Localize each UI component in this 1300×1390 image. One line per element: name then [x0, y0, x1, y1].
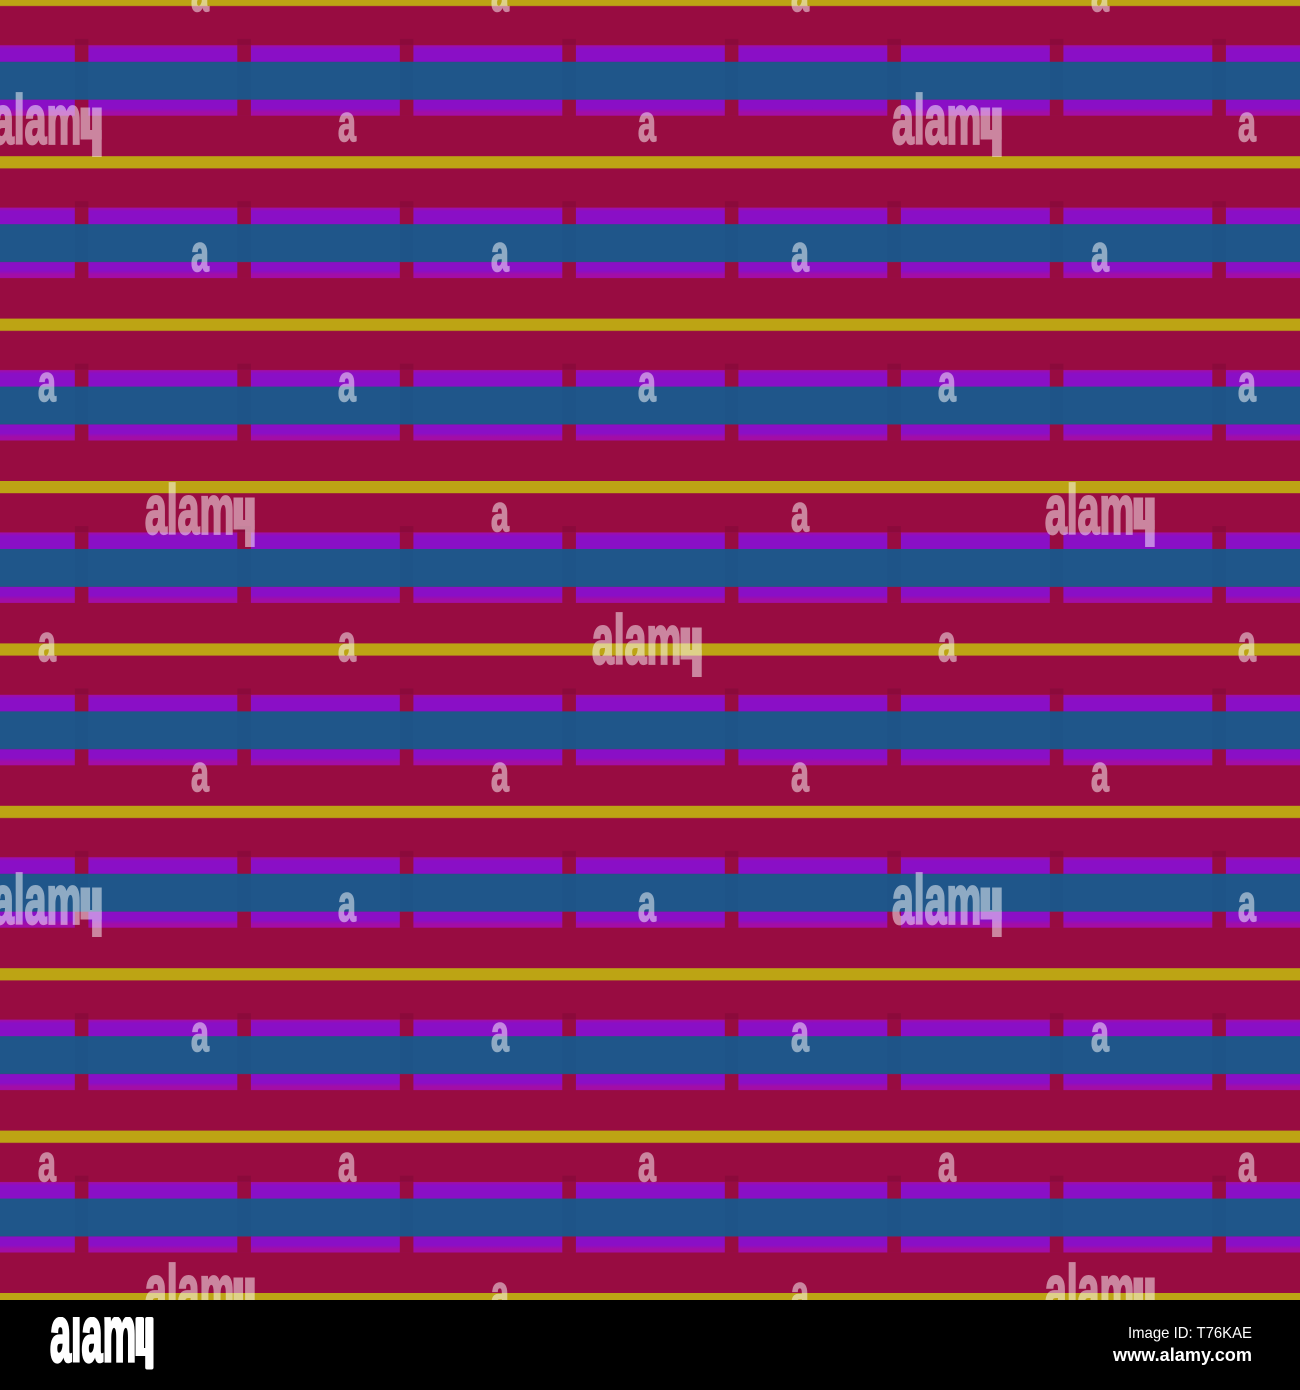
- svg-text:alam: alam: [50, 1289, 136, 1378]
- svg-text:a: a: [1238, 1135, 1257, 1193]
- svg-text:a: a: [638, 95, 657, 153]
- svg-text:a: a: [791, 225, 810, 283]
- svg-text:alam: alam: [0, 82, 81, 158]
- svg-text:a: a: [38, 355, 57, 413]
- svg-text:a: a: [791, 485, 810, 543]
- svg-text:Image ID: T76KAE: Image ID: T76KAE: [1128, 1325, 1252, 1342]
- svg-text:alam: alam: [1045, 472, 1134, 548]
- svg-text:a: a: [38, 1135, 57, 1193]
- svg-text:a: a: [938, 1135, 957, 1193]
- svg-text:alam: alam: [892, 862, 981, 938]
- svg-text:a: a: [191, 1005, 210, 1063]
- svg-text:a: a: [338, 95, 357, 153]
- svg-text:a: a: [791, 745, 810, 803]
- svg-text:a: a: [791, 0, 810, 23]
- svg-text:a: a: [1091, 225, 1110, 283]
- svg-text:a: a: [191, 745, 210, 803]
- svg-text:a: a: [491, 0, 510, 23]
- svg-text:alam: alam: [592, 602, 681, 678]
- svg-text:a: a: [191, 225, 210, 283]
- svg-text:a: a: [1091, 0, 1110, 23]
- svg-text:www.alamy.com: www.alamy.com: [1112, 1345, 1252, 1365]
- svg-text:alam: alam: [145, 472, 234, 548]
- svg-text:a: a: [1091, 1005, 1110, 1063]
- svg-text:a: a: [491, 485, 510, 543]
- svg-text:alam: alam: [0, 862, 81, 938]
- svg-text:a: a: [938, 355, 957, 413]
- svg-text:a: a: [1238, 875, 1257, 933]
- svg-text:a: a: [791, 1005, 810, 1063]
- svg-text:a: a: [191, 0, 210, 23]
- svg-text:alam: alam: [892, 82, 981, 158]
- svg-text:a: a: [38, 615, 57, 673]
- svg-text:a: a: [491, 745, 510, 803]
- svg-text:a: a: [338, 615, 357, 673]
- svg-text:a: a: [338, 355, 357, 413]
- svg-text:a: a: [638, 355, 657, 413]
- svg-text:a: a: [338, 875, 357, 933]
- svg-text:a: a: [638, 1135, 657, 1193]
- svg-text:a: a: [1091, 745, 1110, 803]
- svg-text:a: a: [1238, 355, 1257, 413]
- svg-text:a: a: [338, 1135, 357, 1193]
- svg-text:a: a: [1238, 95, 1257, 153]
- svg-text:a: a: [491, 1005, 510, 1063]
- svg-text:a: a: [638, 875, 657, 933]
- svg-text:a: a: [938, 615, 957, 673]
- svg-text:a: a: [1238, 615, 1257, 673]
- svg-text:a: a: [491, 225, 510, 283]
